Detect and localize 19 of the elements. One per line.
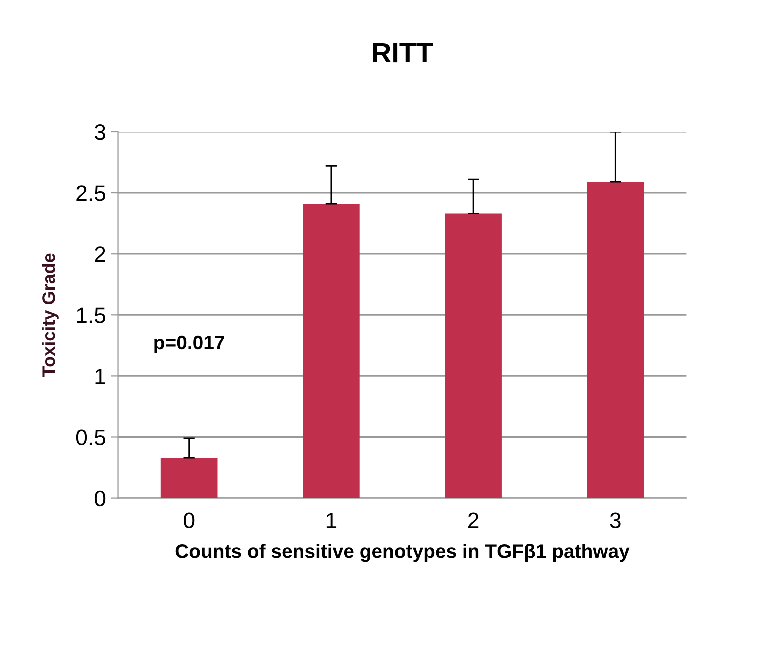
y-tick-label: 0.5: [76, 430, 106, 446]
x-tick-label: 2: [468, 512, 479, 528]
annotation: p=0.017: [154, 336, 224, 354]
y-tick-label: 3: [94, 124, 106, 140]
x-tick-label: 1: [326, 513, 337, 528]
bar: [587, 182, 644, 498]
bar: [445, 214, 502, 498]
y-tick-label: 2.5: [76, 186, 106, 202]
x-tick-label: 3: [610, 512, 621, 529]
y-tick-label: 0: [94, 490, 106, 507]
y-tick-label: 1.5: [77, 308, 106, 324]
y-axis-title: Toxicity Grade: [42, 254, 59, 377]
y-tick-label: 1: [96, 368, 106, 384]
chart-title: RITT: [373, 43, 434, 63]
x-axis-title: Counts of sensitive genotypes in TGFβ1 pathway: [176, 544, 630, 562]
bar: [303, 204, 360, 498]
x-tick-label: 0: [184, 512, 195, 529]
y-tick-label: 2: [95, 246, 106, 262]
bar: [160, 458, 218, 498]
